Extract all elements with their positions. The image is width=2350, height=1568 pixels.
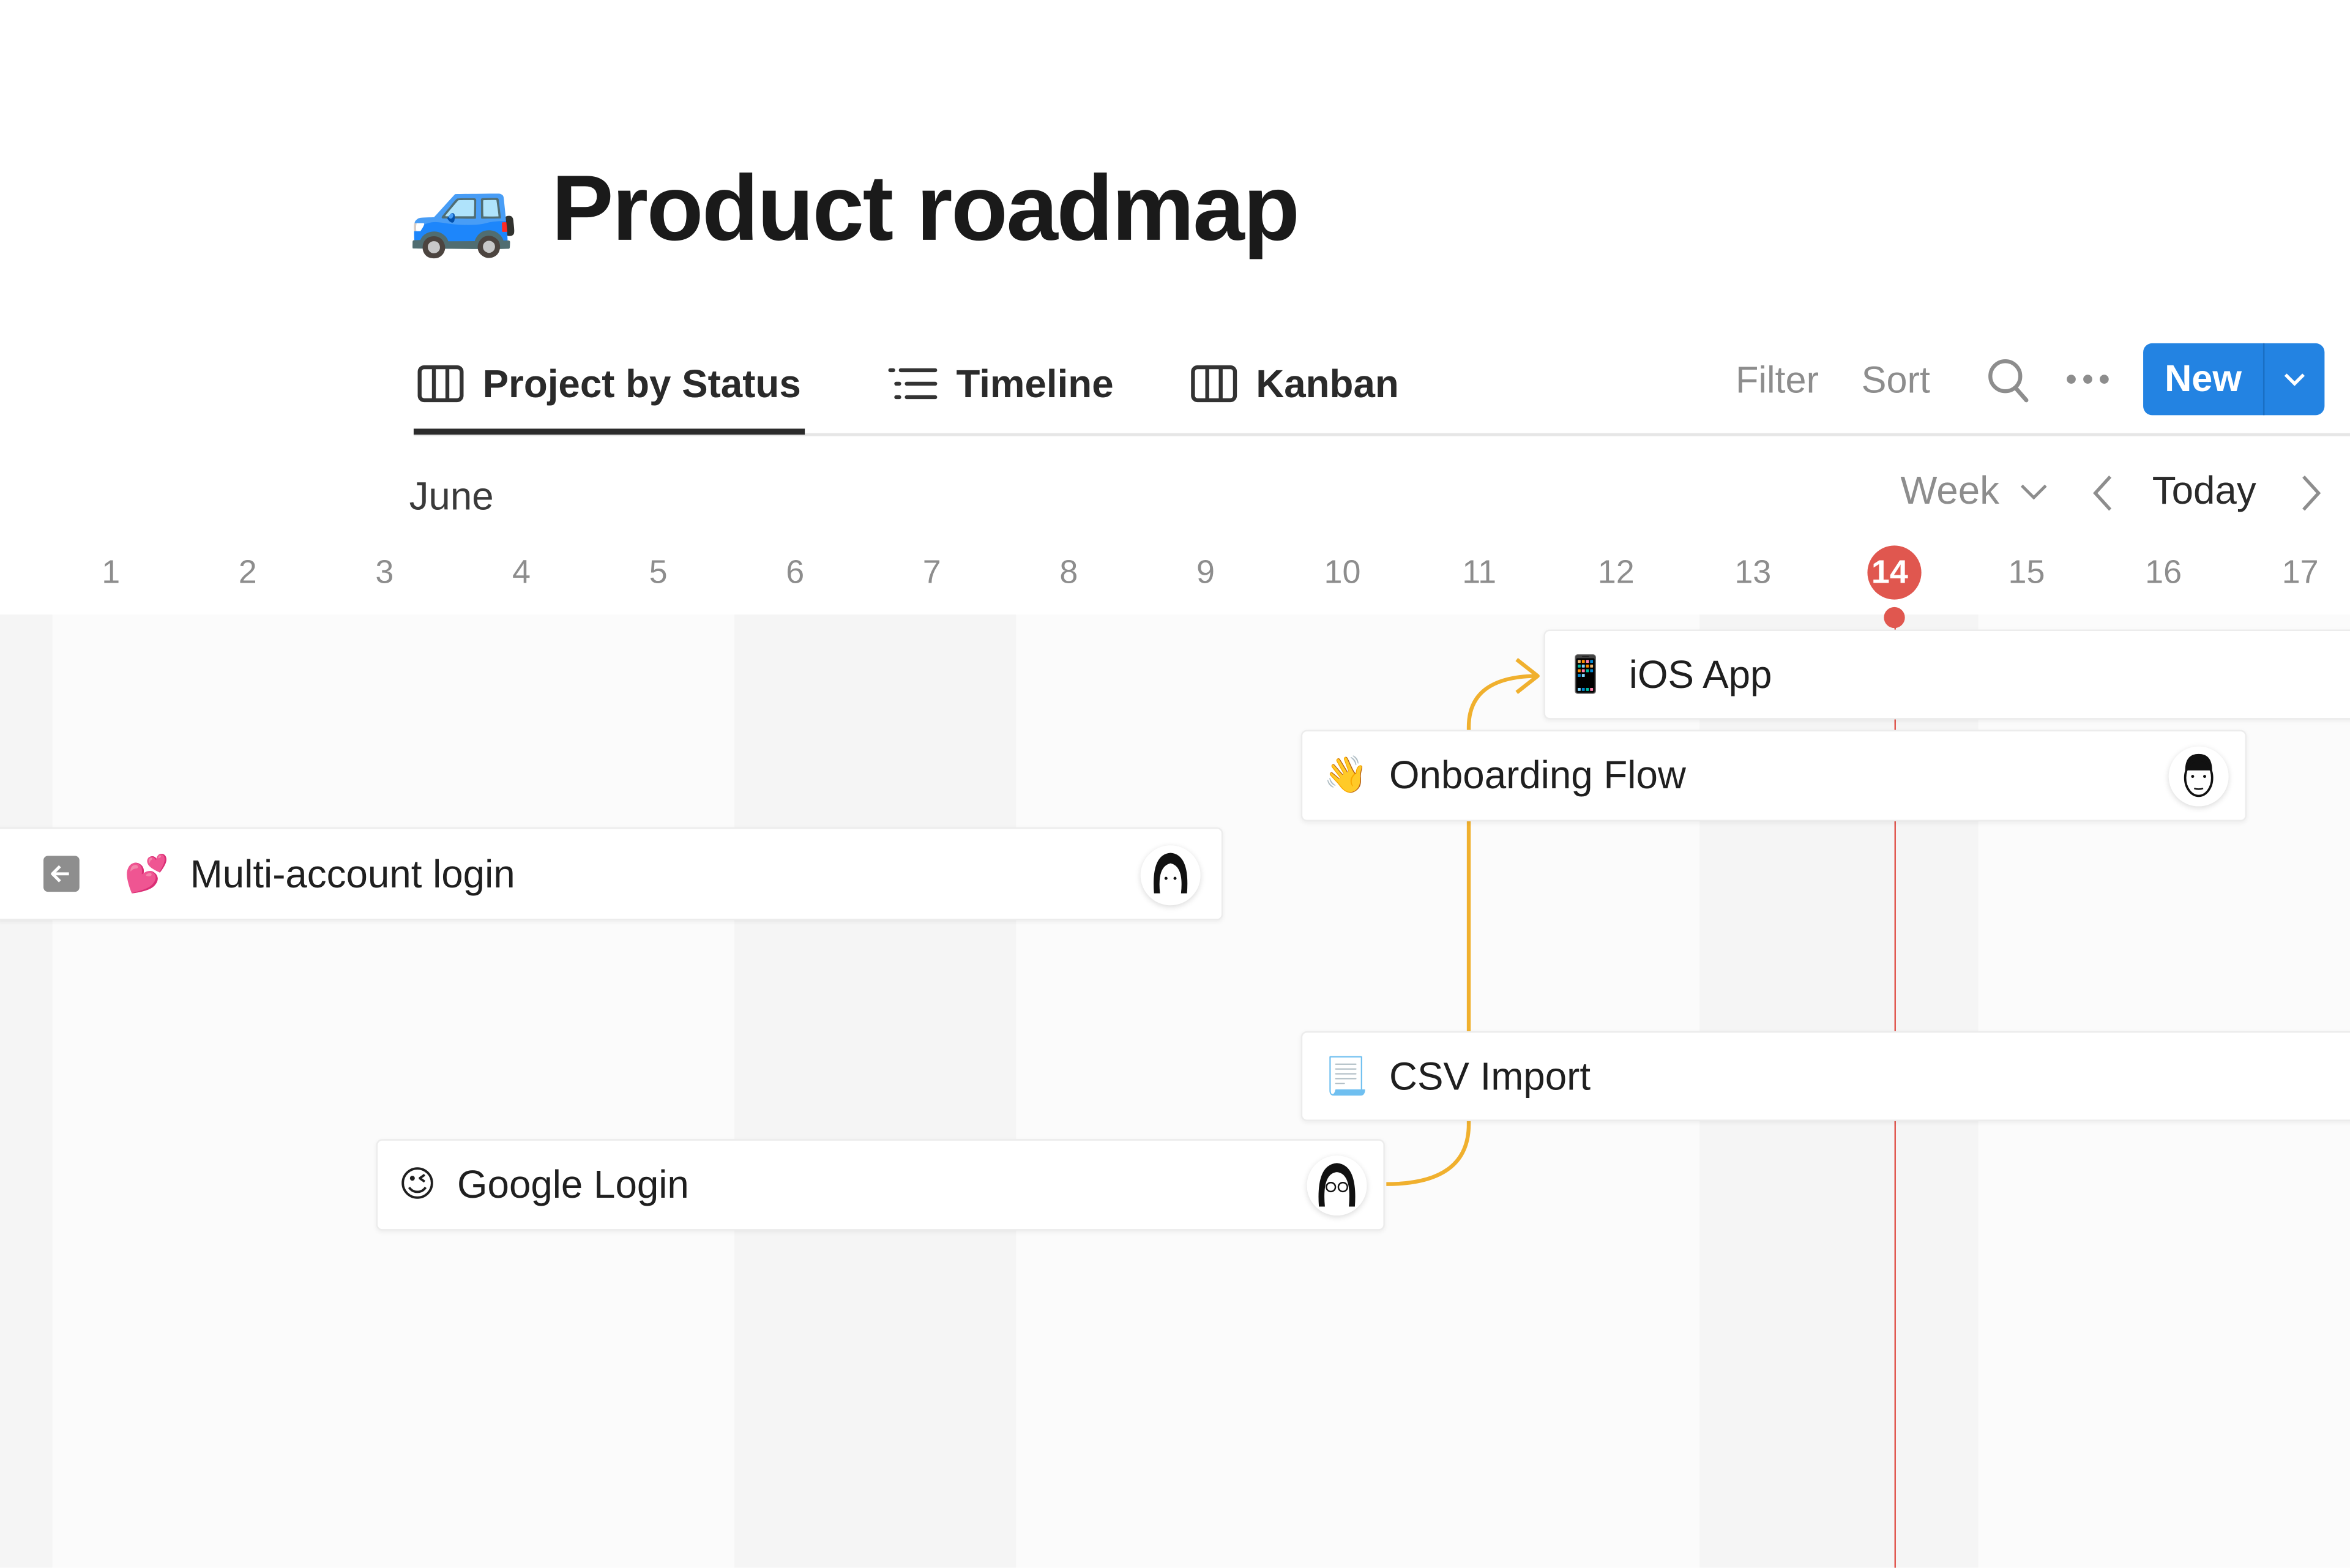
tab-divider [413, 433, 2350, 436]
item-title: Google Login [457, 1161, 689, 1207]
day-label: 12 [1597, 553, 1635, 591]
avatar[interactable] [2168, 746, 2229, 807]
today-button[interactable]: Today [2152, 468, 2256, 513]
page-with-curl-icon: 📃 [1323, 1056, 1368, 1097]
day-label: 5 [649, 553, 668, 591]
day-label: 13 [1734, 553, 1772, 591]
avatar[interactable] [1307, 1155, 1367, 1216]
day-label: 8 [1059, 553, 1078, 591]
weekend-column [734, 614, 1016, 1568]
day-label-today: 14 [1871, 553, 1908, 591]
month-label: June [409, 473, 494, 519]
avatar[interactable] [1140, 845, 1201, 906]
timeline-item-google-login[interactable]: 😉 Google Login [376, 1139, 1385, 1231]
phone-icon: 📱 [1563, 654, 1608, 695]
day-label: 17 [2281, 553, 2319, 591]
item-title: Onboarding Flow [1389, 752, 1686, 797]
search-icon[interactable] [1986, 357, 2031, 405]
day-label: 10 [1324, 553, 1361, 591]
new-dropdown-button[interactable] [2264, 343, 2324, 416]
day-label: 7 [922, 553, 941, 591]
man-face-icon [2184, 753, 2214, 797]
woman-glasses-face-icon [1318, 1163, 1356, 1207]
previous-icon[interactable] [2092, 474, 2113, 513]
tab-label: Timeline [956, 360, 1114, 406]
day-label: 15 [2008, 553, 2045, 591]
day-label: 4 [512, 553, 531, 591]
arrow-left-icon [51, 865, 69, 883]
tab-kanban[interactable]: Kanban [1190, 354, 1399, 414]
tab-label: Kanban [1256, 360, 1399, 406]
today-line-dot [1884, 607, 1905, 629]
day-label: 16 [2145, 553, 2182, 591]
tab-project-by-status[interactable]: Project by Status [417, 354, 801, 414]
chevron-down-icon [2284, 373, 2305, 386]
page-title: Product roadmap [551, 157, 1300, 261]
timeline-item-csv-import[interactable]: 📃 CSV Import [1300, 1031, 2350, 1121]
day-label: 2 [238, 553, 257, 591]
tab-timeline[interactable]: Timeline [887, 354, 1114, 414]
chevron-down-icon[interactable] [2019, 483, 2049, 501]
day-label: 3 [375, 553, 394, 591]
waving-hand-icon: 👋 [1323, 755, 1368, 796]
item-title: Multi-account login [190, 850, 515, 896]
next-icon[interactable] [2300, 474, 2321, 513]
filter-button[interactable]: Filter [1735, 359, 1819, 402]
woman-face-icon [1154, 853, 1188, 894]
item-title: CSV Import [1389, 1053, 1591, 1098]
scroll-to-start-button[interactable] [43, 856, 80, 892]
timeline-item-ios-app[interactable]: 📱 iOS App [1543, 629, 2350, 720]
day-label: 11 [1462, 553, 1497, 591]
day-label: 9 [1196, 553, 1215, 591]
more-options-icon[interactable] [2065, 371, 2110, 386]
new-button[interactable]: New [2143, 343, 2265, 416]
active-tab-indicator [413, 428, 805, 435]
new-button-group: New [2143, 343, 2325, 416]
timeline-icon [888, 368, 938, 400]
board-icon [417, 365, 464, 403]
tab-label: Project by Status [482, 360, 801, 406]
day-label: 6 [786, 553, 805, 591]
timeline-item-multi-account-login[interactable]: 💕 Multi-account login [0, 827, 1223, 920]
two-hearts-icon: 💕 [124, 853, 170, 894]
weekend-column [0, 614, 53, 1568]
day-label: 1 [102, 553, 121, 591]
item-title: iOS App [1628, 651, 1772, 696]
winking-face-icon: 😉 [398, 1164, 436, 1205]
sort-button[interactable]: Sort [1861, 359, 1930, 402]
timeline-item-onboarding-flow[interactable]: 👋 Onboarding Flow [1300, 730, 2247, 822]
board-icon [1191, 365, 1237, 403]
today-marker [1867, 545, 1922, 600]
scale-select[interactable]: Week [1900, 468, 1999, 513]
page-icon[interactable]: 🚙 [408, 159, 520, 259]
